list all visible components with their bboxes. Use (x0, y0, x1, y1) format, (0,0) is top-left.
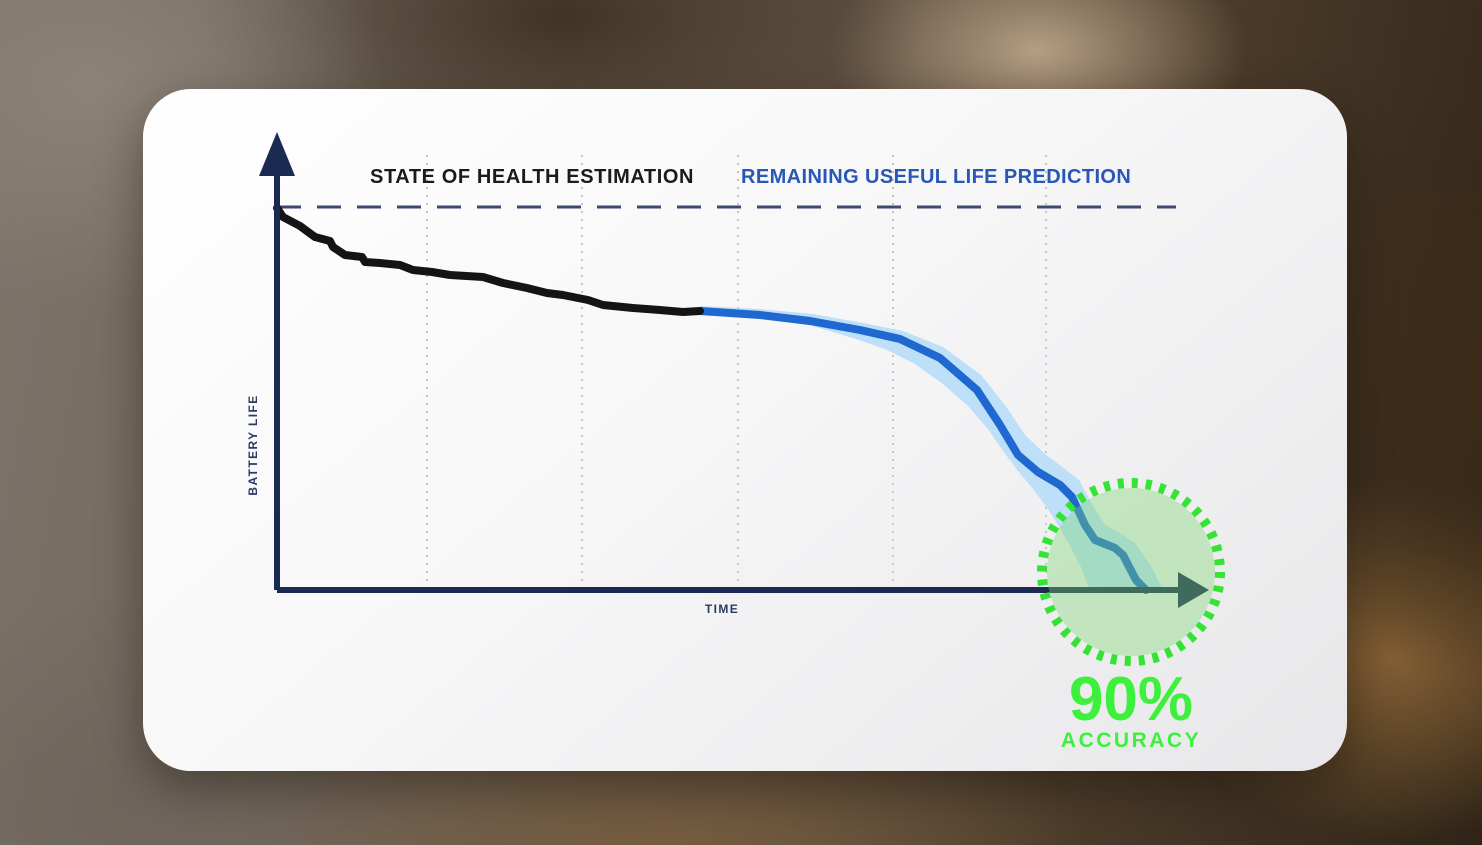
vertical-gridlines (426, 155, 1047, 589)
accuracy-value: 90% (1068, 665, 1194, 734)
x-axis-label: TIME (704, 602, 740, 616)
accuracy-highlight-dotted-ring-icon (1037, 478, 1225, 666)
rul-title: REMAINING USEFUL LIFE PREDICTION (741, 166, 1132, 188)
battery-life-chart (259, 132, 1225, 666)
accuracy-label: ACCURACY (1060, 729, 1202, 752)
y-axis-arrow-icon (259, 132, 295, 176)
rul-confidence-band (700, 306, 1163, 590)
accuracy-highlight-fill (1047, 488, 1215, 656)
soh-estimation-line (273, 204, 704, 316)
rul-prediction-line (696, 307, 1150, 594)
chart-card: STATE OF HEALTH ESTIMATION REMAINING USE… (143, 89, 1347, 771)
y-axis-label: BATTERY LIFE (246, 394, 260, 496)
x-axis-arrow-icon (1178, 572, 1209, 608)
soh-title: STATE OF HEALTH ESTIMATION (370, 166, 695, 188)
